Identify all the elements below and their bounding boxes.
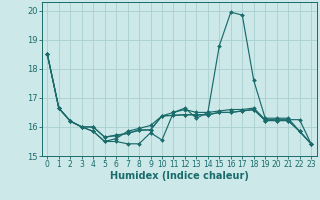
X-axis label: Humidex (Indice chaleur): Humidex (Indice chaleur): [110, 171, 249, 181]
